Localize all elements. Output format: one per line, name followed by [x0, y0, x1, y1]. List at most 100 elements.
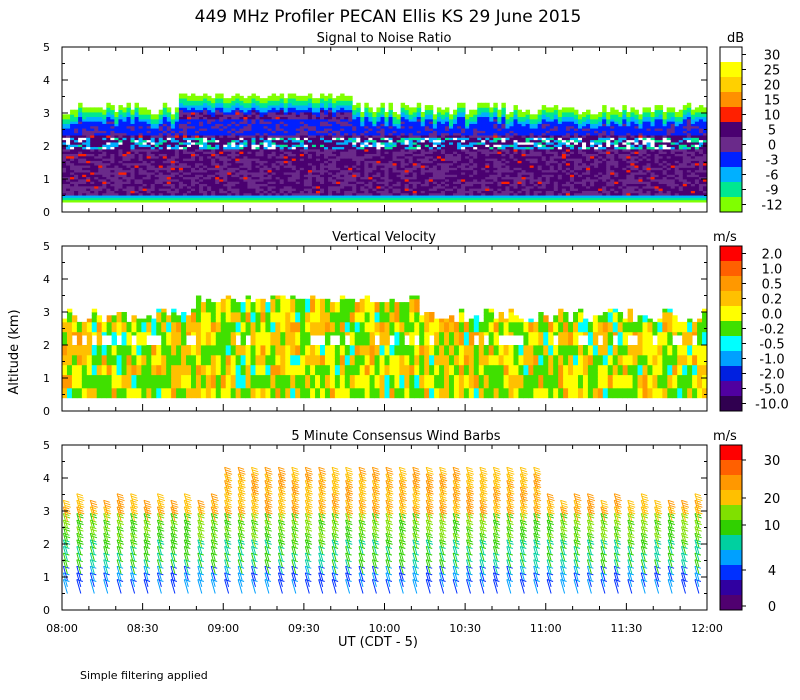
- snr-cell: [481, 144, 486, 148]
- snr-cell: [267, 139, 273, 143]
- snr-cell: [90, 107, 95, 111]
- snr-cell: [166, 125, 172, 129]
- snr-cell: [122, 130, 127, 134]
- snr-cell: [199, 192, 204, 196]
- snr-cell: [392, 172, 397, 175]
- snr-cell: [453, 174, 458, 178]
- snr-cell: [485, 181, 490, 185]
- snr-cell: [453, 148, 458, 152]
- snr-cell: [166, 112, 172, 115]
- snr-cell: [287, 176, 293, 180]
- snr-cell: [62, 169, 67, 173]
- snr-cell: [436, 123, 442, 127]
- snr-cell: [485, 155, 490, 159]
- snr-cell: [368, 153, 373, 157]
- snr-cell: [134, 107, 139, 111]
- snr-cell: [106, 151, 111, 154]
- snr-cell: [279, 176, 285, 180]
- snr-cell: [267, 135, 273, 138]
- snr-cell: [307, 100, 313, 104]
- snr-cell: [440, 144, 446, 148]
- snr-cell: [340, 162, 345, 166]
- snr-cell: [432, 114, 438, 118]
- snr-cell: [388, 102, 393, 106]
- snr-cell: [444, 172, 450, 175]
- snr-cell: [493, 148, 498, 152]
- snr-cell: [372, 148, 377, 152]
- snr-cell: [287, 162, 293, 166]
- snr-cell: [368, 137, 373, 141]
- snr-cell: [66, 165, 71, 168]
- snr-cell: [239, 188, 244, 191]
- snr-cell: [303, 165, 309, 168]
- snr-cell: [259, 174, 264, 178]
- snr-cell: [106, 139, 111, 143]
- snr-cell: [521, 121, 526, 124]
- snr-cell: [211, 181, 216, 185]
- snr-cell: [404, 195, 410, 198]
- snr-cell: [219, 142, 224, 145]
- snr-cell: [412, 176, 418, 180]
- snr-cell: [170, 179, 176, 182]
- snr-cell: [416, 116, 422, 120]
- snr-cell: [122, 183, 127, 187]
- snr-cell: [182, 139, 188, 143]
- snr-cell: [400, 195, 406, 198]
- snr-cell: [497, 109, 502, 113]
- snr-cell: [315, 195, 321, 198]
- snr-cell: [432, 116, 438, 120]
- snr-cell: [283, 102, 289, 106]
- snr-cell: [106, 128, 111, 131]
- snr-cell: [352, 128, 357, 131]
- snr-cell: [207, 118, 212, 122]
- snr-cell: [134, 139, 139, 143]
- snr-cell: [74, 174, 79, 178]
- snr-cell: [364, 151, 369, 154]
- snr-cell: [134, 167, 139, 171]
- snr-cell: [493, 112, 498, 115]
- snr-cell: [432, 155, 438, 159]
- snr-cell: [493, 158, 498, 161]
- snr-cell: [501, 121, 506, 124]
- snr-cell: [138, 116, 144, 120]
- snr-cell: [376, 123, 381, 127]
- snr-cell: [263, 114, 268, 118]
- snr-cell: [412, 188, 418, 191]
- snr-cell: [138, 123, 144, 127]
- snr-cell: [509, 112, 514, 115]
- snr-cell: [166, 183, 172, 187]
- snr-cell: [243, 195, 248, 198]
- snr-cell: [449, 114, 454, 118]
- snr-cell: [469, 176, 474, 180]
- snr-cell: [481, 195, 486, 198]
- snr-cell: [344, 139, 349, 143]
- snr-cell: [380, 153, 385, 157]
- snr-cell: [178, 123, 184, 127]
- snr-cell: [348, 174, 353, 178]
- snr-cell: [263, 118, 268, 122]
- snr-cell: [311, 155, 317, 159]
- snr-cell: [74, 169, 79, 173]
- snr-cell: [295, 185, 301, 189]
- snr-cell: [432, 130, 438, 134]
- snr-cell: [275, 167, 281, 171]
- snr-cell: [98, 153, 103, 157]
- snr-cell: [255, 98, 260, 101]
- snr-cell: [195, 188, 200, 191]
- snr-cell: [428, 132, 434, 136]
- snr-cell: [259, 112, 264, 115]
- snr-cell: [388, 190, 393, 194]
- snr-cell: [243, 162, 248, 166]
- snr-cell: [239, 153, 244, 157]
- snr-cell: [295, 112, 301, 115]
- snr-cell: [247, 160, 252, 164]
- snr-cell: [485, 107, 490, 111]
- snr-cell: [239, 192, 244, 196]
- snr-cell: [307, 144, 313, 148]
- snr-cell: [324, 167, 329, 171]
- snr-cell: [477, 172, 482, 175]
- snr-cell: [344, 123, 349, 127]
- snr-cell: [287, 185, 293, 189]
- snr-cell: [295, 158, 301, 161]
- snr-cell: [283, 139, 289, 143]
